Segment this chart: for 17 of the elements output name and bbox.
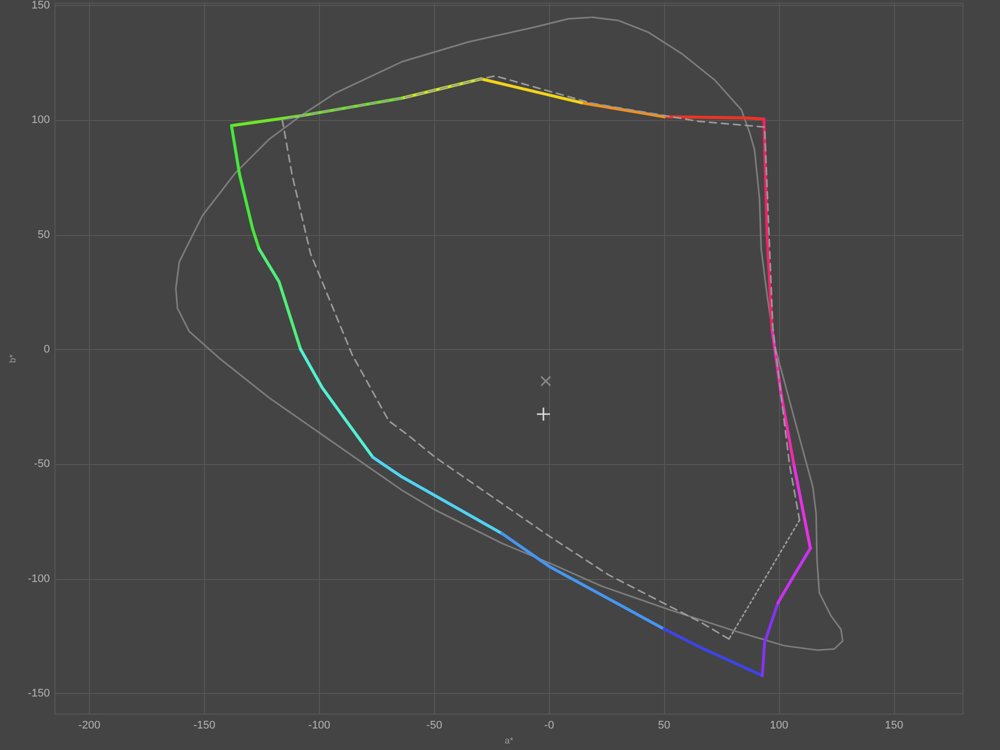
y-tick-label: -50 <box>34 458 50 470</box>
x-tick-label: -200 <box>78 720 100 732</box>
y-axis-title: b* <box>8 354 18 363</box>
x-tick-label: -0 <box>544 720 554 732</box>
x-tick-label: 50 <box>658 720 670 732</box>
x-tick-label: 150 <box>884 720 904 732</box>
y-tick-label: 50 <box>38 228 50 241</box>
x-tick-label: -150 <box>193 720 216 732</box>
x-tick-label: -50 <box>426 720 442 732</box>
y-tick-label: -150 <box>28 687 50 700</box>
x-tick-label: -100 <box>308 720 330 732</box>
y-tick-label: 150 <box>32 0 50 12</box>
y-tick-label: -100 <box>28 572 50 585</box>
x-tick-label: 100 <box>770 720 788 732</box>
x-axis-title: a* <box>504 736 514 746</box>
y-tick-label: 100 <box>32 114 50 126</box>
y-tick-label: 0 <box>44 343 50 356</box>
